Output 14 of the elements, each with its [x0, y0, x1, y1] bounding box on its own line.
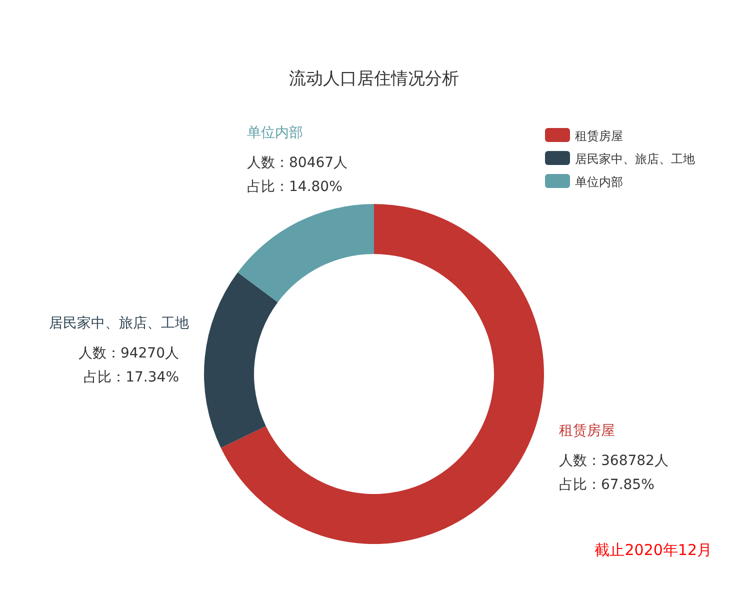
- slice-label: 居民家中、旅店、工地: [49, 316, 189, 332]
- category-label: 单位内部: [247, 125, 303, 141]
- data-label: 人数：94270人: [78, 346, 179, 362]
- legend-label: 居民家中、旅店、工地: [575, 152, 695, 166]
- legend-label: 租赁房屋: [575, 129, 623, 143]
- data-label: 人数：80467人: [247, 155, 348, 171]
- text: 占比：14.80%: [247, 179, 342, 195]
- data-label: 人数：368782人: [559, 452, 668, 469]
- legend-label: 单位内部: [575, 175, 623, 189]
- text: 截止2020年12月: [594, 541, 712, 559]
- text: 占比：17.34%: [84, 370, 179, 386]
- text: 占比：67.85%: [559, 476, 654, 493]
- chart-title: 流动人口居住情况分析: [289, 69, 459, 89]
- slice-label: 租赁房屋: [559, 422, 615, 439]
